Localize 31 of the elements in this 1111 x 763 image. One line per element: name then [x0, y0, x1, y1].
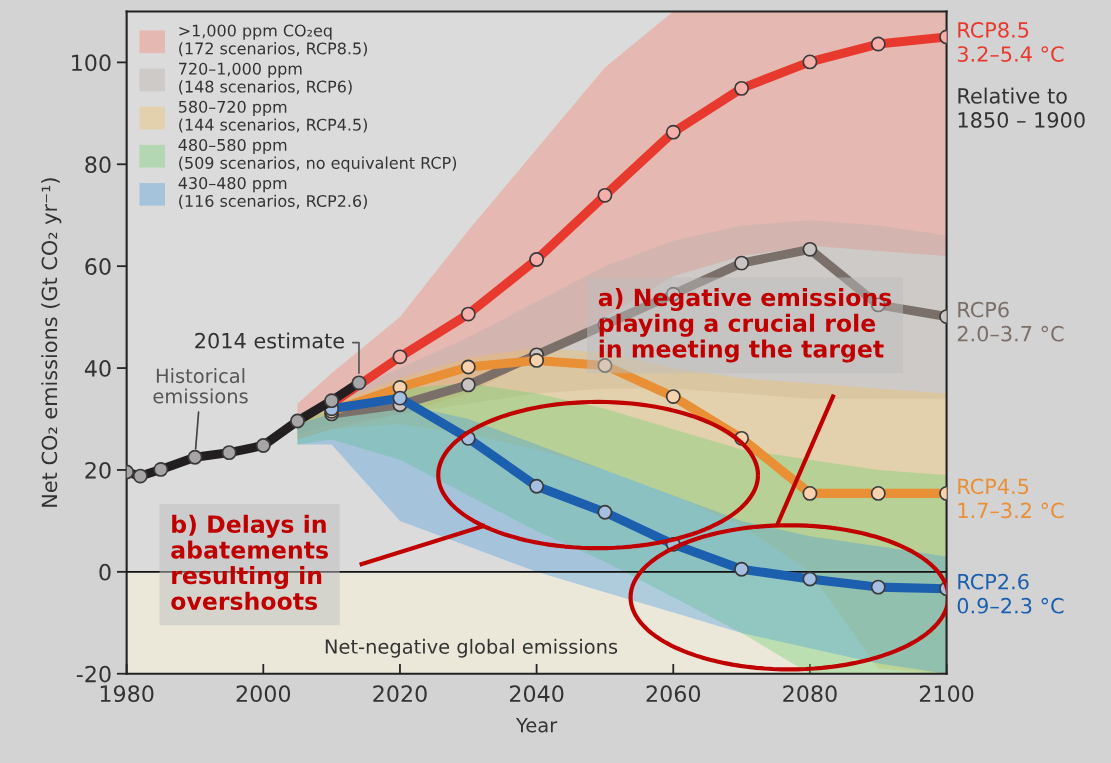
y-axis-title: Net CO₂ emissions (Gt CO₂ yr⁻¹) — [41, 178, 62, 507]
x-tick-label: 2040 — [509, 685, 564, 703]
series-label: Historical emissions — [153, 368, 248, 404]
y-tick-label: 100 — [72, 54, 111, 72]
legend-label: >1,000 ppm CO₂eq (172 scenarios, RCP8.5) — [179, 24, 367, 57]
annotation: a) Negative emissions playing a crucial role in meeting the target — [598, 288, 892, 363]
band-label: Net-negative global emissions — [325, 638, 618, 658]
text: Relative to 1850 – 1900 — [958, 87, 1085, 128]
y-tick-label: 60 — [85, 258, 111, 275]
annotation: b) Delays in abatements resulting in overshoots — [171, 514, 328, 611]
x-tick-label: 2000 — [236, 685, 291, 703]
y-tick-label: 80 — [85, 156, 111, 174]
x-tick-label: 2020 — [373, 685, 427, 703]
y-tick-label: 20 — [85, 461, 111, 479]
series-label: RCP8.5 3.2–5.4 °C — [957, 22, 1064, 62]
series-label: RCP2.6 0.9–2.3 °C — [957, 573, 1064, 614]
x-tick-label: 2080 — [783, 685, 837, 703]
series-label: RCP4.5 1.7–3.2 °C — [958, 478, 1064, 519]
y-tick-label: -20 — [76, 665, 111, 683]
legend-label: 720–1,000 ppm (148 scenarios, RCP6) — [179, 62, 352, 95]
y-tick-label: 40 — [84, 360, 111, 377]
y-tick-label: 0 — [99, 563, 111, 581]
legend-label: 580–720 ppm (144 scenarios, RCP4.5) — [179, 100, 367, 133]
x-axis-title: Year — [515, 718, 558, 733]
x-tick-label: 2060 — [646, 685, 701, 703]
annotation: 2014 estimate — [195, 332, 344, 349]
x-tick-label: 1980 — [100, 685, 154, 703]
legend-label: 430–480 ppm (116 scenarios, RCP2.6) — [178, 177, 367, 209]
legend-label: 480–580 ppm (509 scenarios, no equivalent RCP) — [178, 138, 457, 172]
x-tick-label: 2100 — [919, 685, 974, 703]
series-label: RCP6 2.0–3.7 °C — [957, 301, 1064, 342]
